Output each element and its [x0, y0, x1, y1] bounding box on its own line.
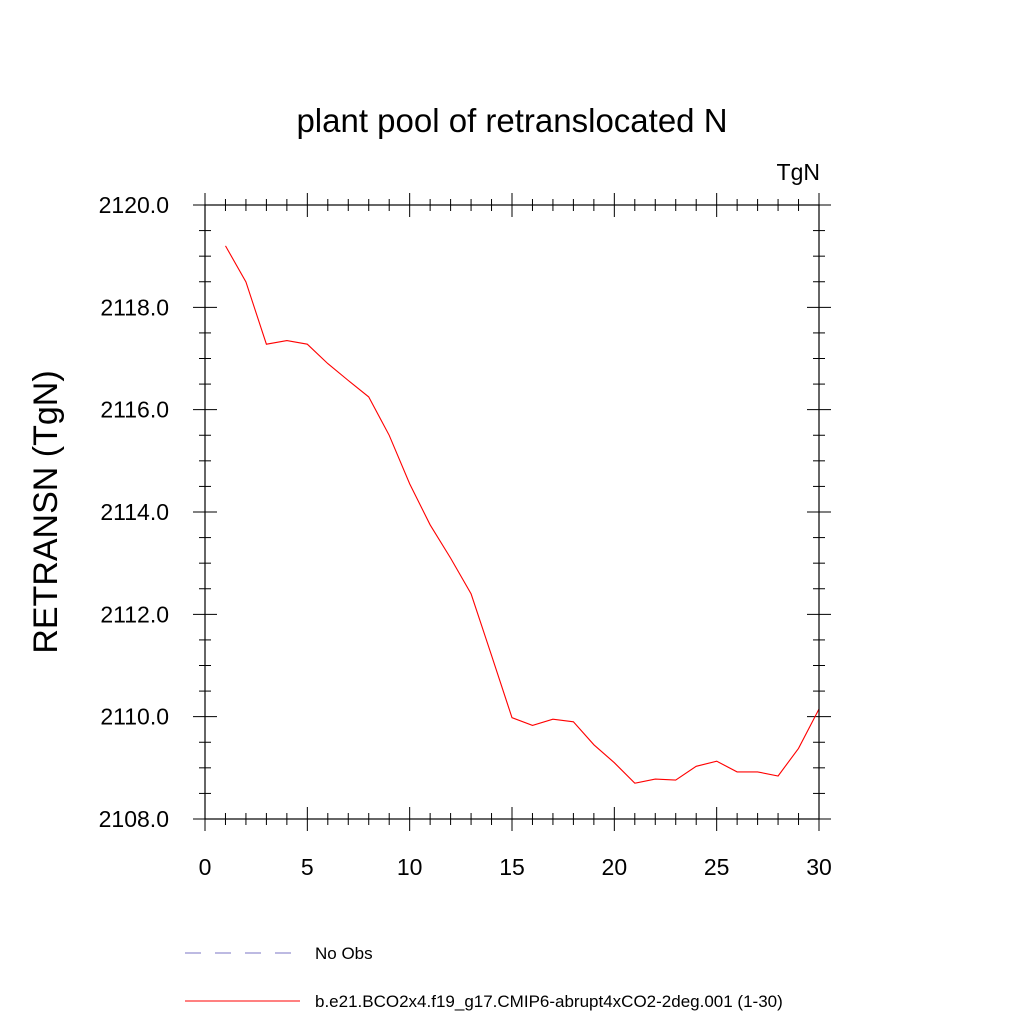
x-tick-label: 5 — [301, 854, 314, 880]
y-tick-label: 2116.0 — [100, 397, 169, 423]
y-tick-label: 2110.0 — [100, 704, 169, 730]
y-axis-label: RETRANSN (TgN) — [27, 370, 65, 653]
y-tick-label: 2118.0 — [100, 294, 169, 320]
series-line — [225, 245, 820, 784]
x-tick-label: 0 — [199, 854, 212, 880]
axis-ticks — [193, 193, 831, 831]
y-tick-label: 2108.0 — [99, 806, 169, 832]
data-series — [225, 245, 820, 784]
x-tick-label: 10 — [397, 854, 423, 880]
legend-label: No Obs — [315, 944, 373, 963]
chart-title: plant pool of retranslocated N — [296, 102, 727, 139]
y-tick-label: 2112.0 — [100, 601, 169, 627]
y-tick-label: 2114.0 — [100, 499, 169, 525]
y-tick-label: 2120.0 — [99, 192, 169, 218]
plot-frame — [204, 204, 820, 820]
legend-label: b.e21.BCO2x4.f19_g17.CMIP6-abrupt4xCO2-2… — [315, 992, 783, 1011]
y-tick-labels: 2108.0 2110.0 2112.0 2114.0 2116.0 2118.0 2120… — [99, 192, 169, 832]
units-label: TgN — [777, 159, 820, 185]
x-tick-label: 15 — [499, 854, 525, 880]
x-tick-label: 20 — [602, 854, 628, 880]
x-tick-label: 25 — [704, 854, 730, 880]
legend: No Obs b.e21.BCO2x4.f19_g17.CMIP6-abrupt4… — [185, 944, 783, 1011]
x-tick-labels: 0 5 10 15 20 25 30 — [199, 854, 832, 880]
x-tick-label: 30 — [806, 854, 832, 880]
